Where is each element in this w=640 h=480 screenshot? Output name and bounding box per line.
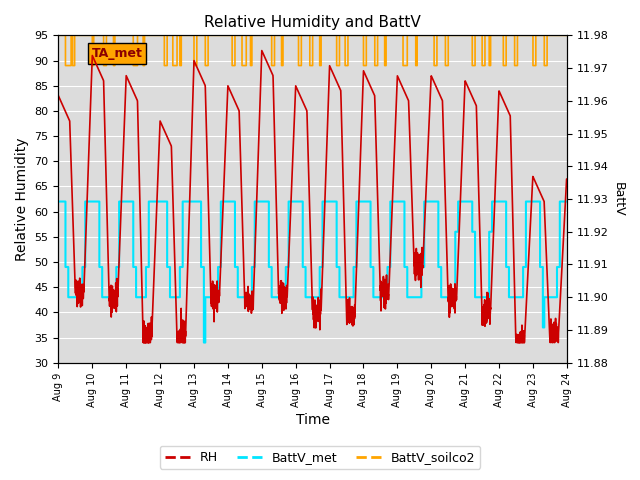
Legend: RH, BattV_met, BattV_soilco2: RH, BattV_met, BattV_soilco2 (159, 446, 481, 469)
X-axis label: Time: Time (296, 413, 330, 427)
Text: TA_met: TA_met (92, 47, 142, 60)
Y-axis label: Relative Humidity: Relative Humidity (15, 137, 29, 261)
Title: Relative Humidity and BattV: Relative Humidity and BattV (204, 15, 421, 30)
Y-axis label: BattV: BattV (612, 182, 625, 216)
